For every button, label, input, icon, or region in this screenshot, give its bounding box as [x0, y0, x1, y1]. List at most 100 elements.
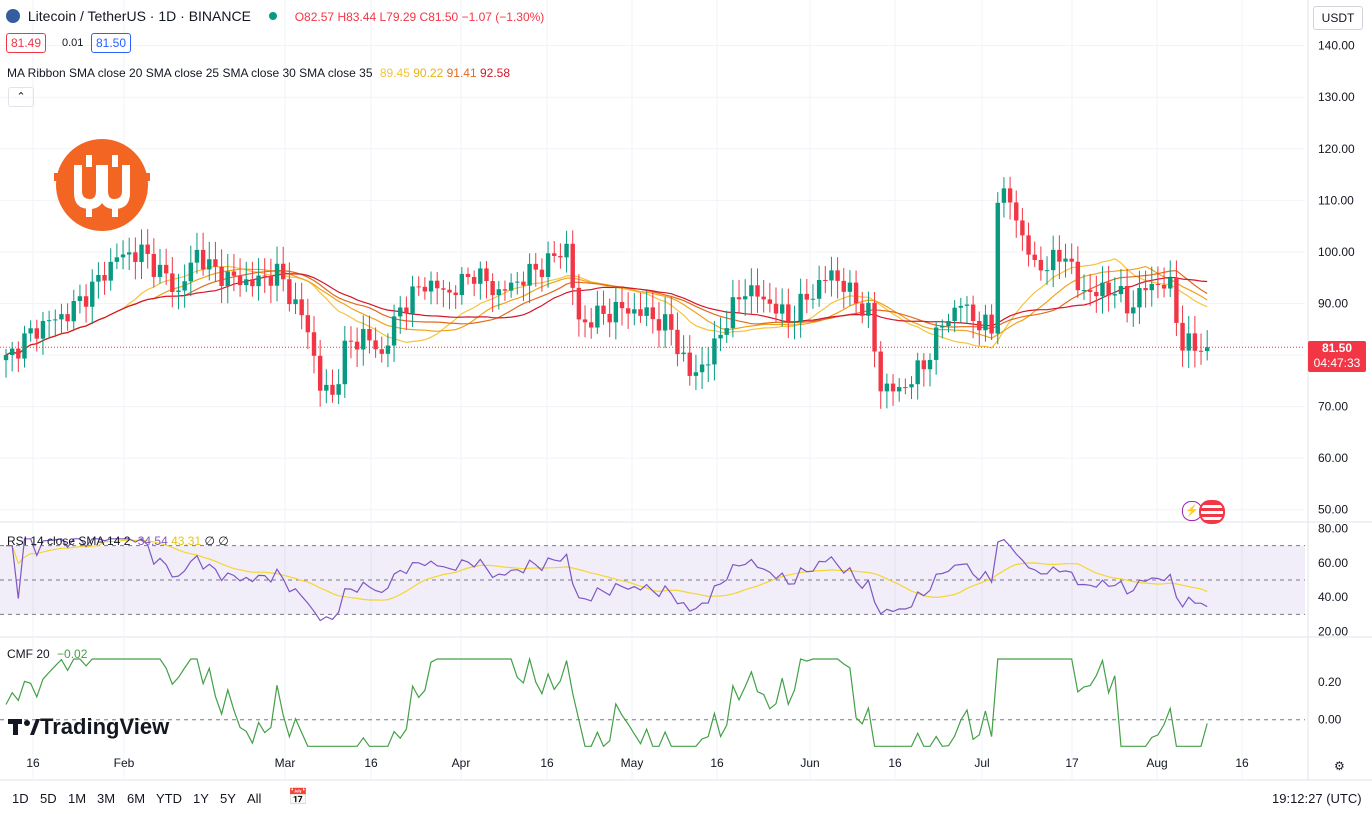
rsi-line — [6, 538, 1208, 622]
candle-body — [1192, 333, 1198, 351]
time-tick-label: Apr — [452, 756, 471, 770]
candle-body — [767, 299, 773, 304]
candle-body — [552, 253, 557, 256]
candle-body — [145, 244, 150, 254]
rsi-legend[interactable]: RSI 14 close SMA 14 2 34.54 43.31 ∅ ∅ — [7, 534, 229, 548]
rsi-tick-label: 60.00 — [1318, 556, 1348, 570]
candle-body — [9, 348, 15, 355]
ma-line-25 — [5, 265, 1208, 356]
timeframe-1m-button[interactable]: 1M — [68, 791, 87, 806]
timeframe-1d-button[interactable]: 1D — [12, 791, 29, 806]
timeframe-5y-button[interactable]: 5Y — [220, 791, 236, 806]
candle-body — [1094, 291, 1099, 297]
buy-price-button[interactable]: 81.50 — [91, 33, 132, 53]
timeframe-1y-button[interactable]: 1Y — [193, 791, 209, 806]
candle-body — [884, 383, 890, 392]
candle-body — [471, 276, 477, 284]
candle-body — [219, 266, 224, 286]
cmf-legend[interactable]: CMF 20 −0.02 — [7, 647, 88, 661]
candle-body — [16, 348, 21, 359]
timeframe-ytd-button[interactable]: YTD — [156, 791, 182, 806]
collapse-legend-icon[interactable]: ⌃ — [8, 87, 34, 107]
candle-body — [65, 314, 70, 322]
candle-body — [478, 268, 483, 284]
currency-button[interactable]: USDT — [1313, 6, 1363, 30]
candle-body — [977, 320, 982, 331]
candle-body — [274, 263, 280, 286]
candle-body — [176, 290, 181, 292]
brand-logo-icon — [52, 135, 152, 235]
candle-body — [453, 292, 458, 296]
candle-body — [330, 384, 335, 395]
candle-body — [903, 387, 908, 389]
candle-body — [1137, 288, 1142, 308]
candle-body — [1124, 285, 1130, 314]
time-tick-label: May — [621, 756, 644, 770]
timeframe-5d-button[interactable]: 5D — [40, 791, 57, 806]
candle-body — [317, 355, 323, 391]
candle-body — [644, 307, 649, 316]
candle-body — [570, 243, 575, 288]
candle-body — [287, 279, 292, 305]
candle-body — [724, 328, 729, 335]
candle-body — [897, 387, 902, 392]
clock[interactable]: 19:12:27 (UTC) — [1272, 791, 1362, 806]
candle-body — [632, 309, 637, 314]
ma-ribbon-legend[interactable]: MA Ribbon SMA close 20 SMA close 25 SMA … — [7, 66, 511, 80]
date-range-icon[interactable]: 📅 — [288, 789, 308, 806]
symbol-title[interactable]: Litecoin / TetherUS · 1D · BINANCE — [27, 8, 251, 24]
candle-body — [293, 299, 298, 305]
timeframe-6m-button[interactable]: 6M — [127, 791, 146, 806]
candle-body — [465, 273, 471, 277]
timeframe-all-button[interactable]: All — [247, 791, 262, 806]
candle-body — [909, 384, 914, 388]
candle-body — [385, 345, 391, 354]
candle-body — [133, 252, 138, 262]
time-tick-label: 17 — [1065, 756, 1079, 770]
candle-body — [545, 253, 551, 277]
candle-body — [989, 314, 994, 334]
price-tick-label: 100.00 — [1318, 245, 1355, 259]
candle-body — [496, 289, 501, 296]
candle-body — [1020, 220, 1025, 236]
time-tick-label: Aug — [1146, 756, 1167, 770]
candle-body — [558, 255, 563, 258]
candle-body — [687, 352, 692, 376]
price-tick-label: 50.00 — [1318, 503, 1348, 517]
candle-body — [200, 249, 206, 270]
candle-body — [1063, 258, 1068, 262]
rsi-ma-line — [6, 539, 1208, 601]
candle-body — [1106, 282, 1111, 296]
candle-body — [151, 253, 157, 277]
cmf-tick-label: 0.00 — [1318, 713, 1342, 727]
candle-body — [638, 309, 643, 316]
candle-body — [749, 285, 754, 297]
candle-body — [675, 329, 680, 355]
candle-body — [71, 301, 76, 322]
candle-body — [835, 270, 840, 281]
timeframe-3m-button[interactable]: 3M — [97, 791, 116, 806]
candle-body — [398, 307, 403, 317]
ma-line-20 — [5, 258, 1208, 356]
candle-body — [268, 275, 274, 286]
sell-price-button[interactable]: 81.49 — [6, 33, 47, 53]
price-tick-label: 110.00 — [1318, 193, 1354, 207]
candle-body — [1087, 290, 1093, 292]
candle-body — [231, 271, 237, 276]
candle-body — [1149, 283, 1154, 291]
candle-body — [1180, 322, 1185, 351]
settings-gear-icon[interactable]: ⚙ — [1334, 759, 1345, 773]
candle-body — [305, 315, 311, 333]
candle-body — [515, 281, 520, 283]
candle-body — [237, 275, 243, 286]
us-flag-icon[interactable] — [1199, 500, 1225, 524]
cmf-tick-label: 0.20 — [1318, 675, 1342, 689]
candle-body — [422, 286, 428, 292]
candle-body — [933, 327, 939, 360]
candle-body — [336, 384, 341, 395]
tradingview-logo-icon — [8, 715, 40, 735]
time-tick-label: Mar — [275, 756, 296, 770]
candle-body — [96, 275, 101, 282]
candle-body — [490, 281, 495, 296]
